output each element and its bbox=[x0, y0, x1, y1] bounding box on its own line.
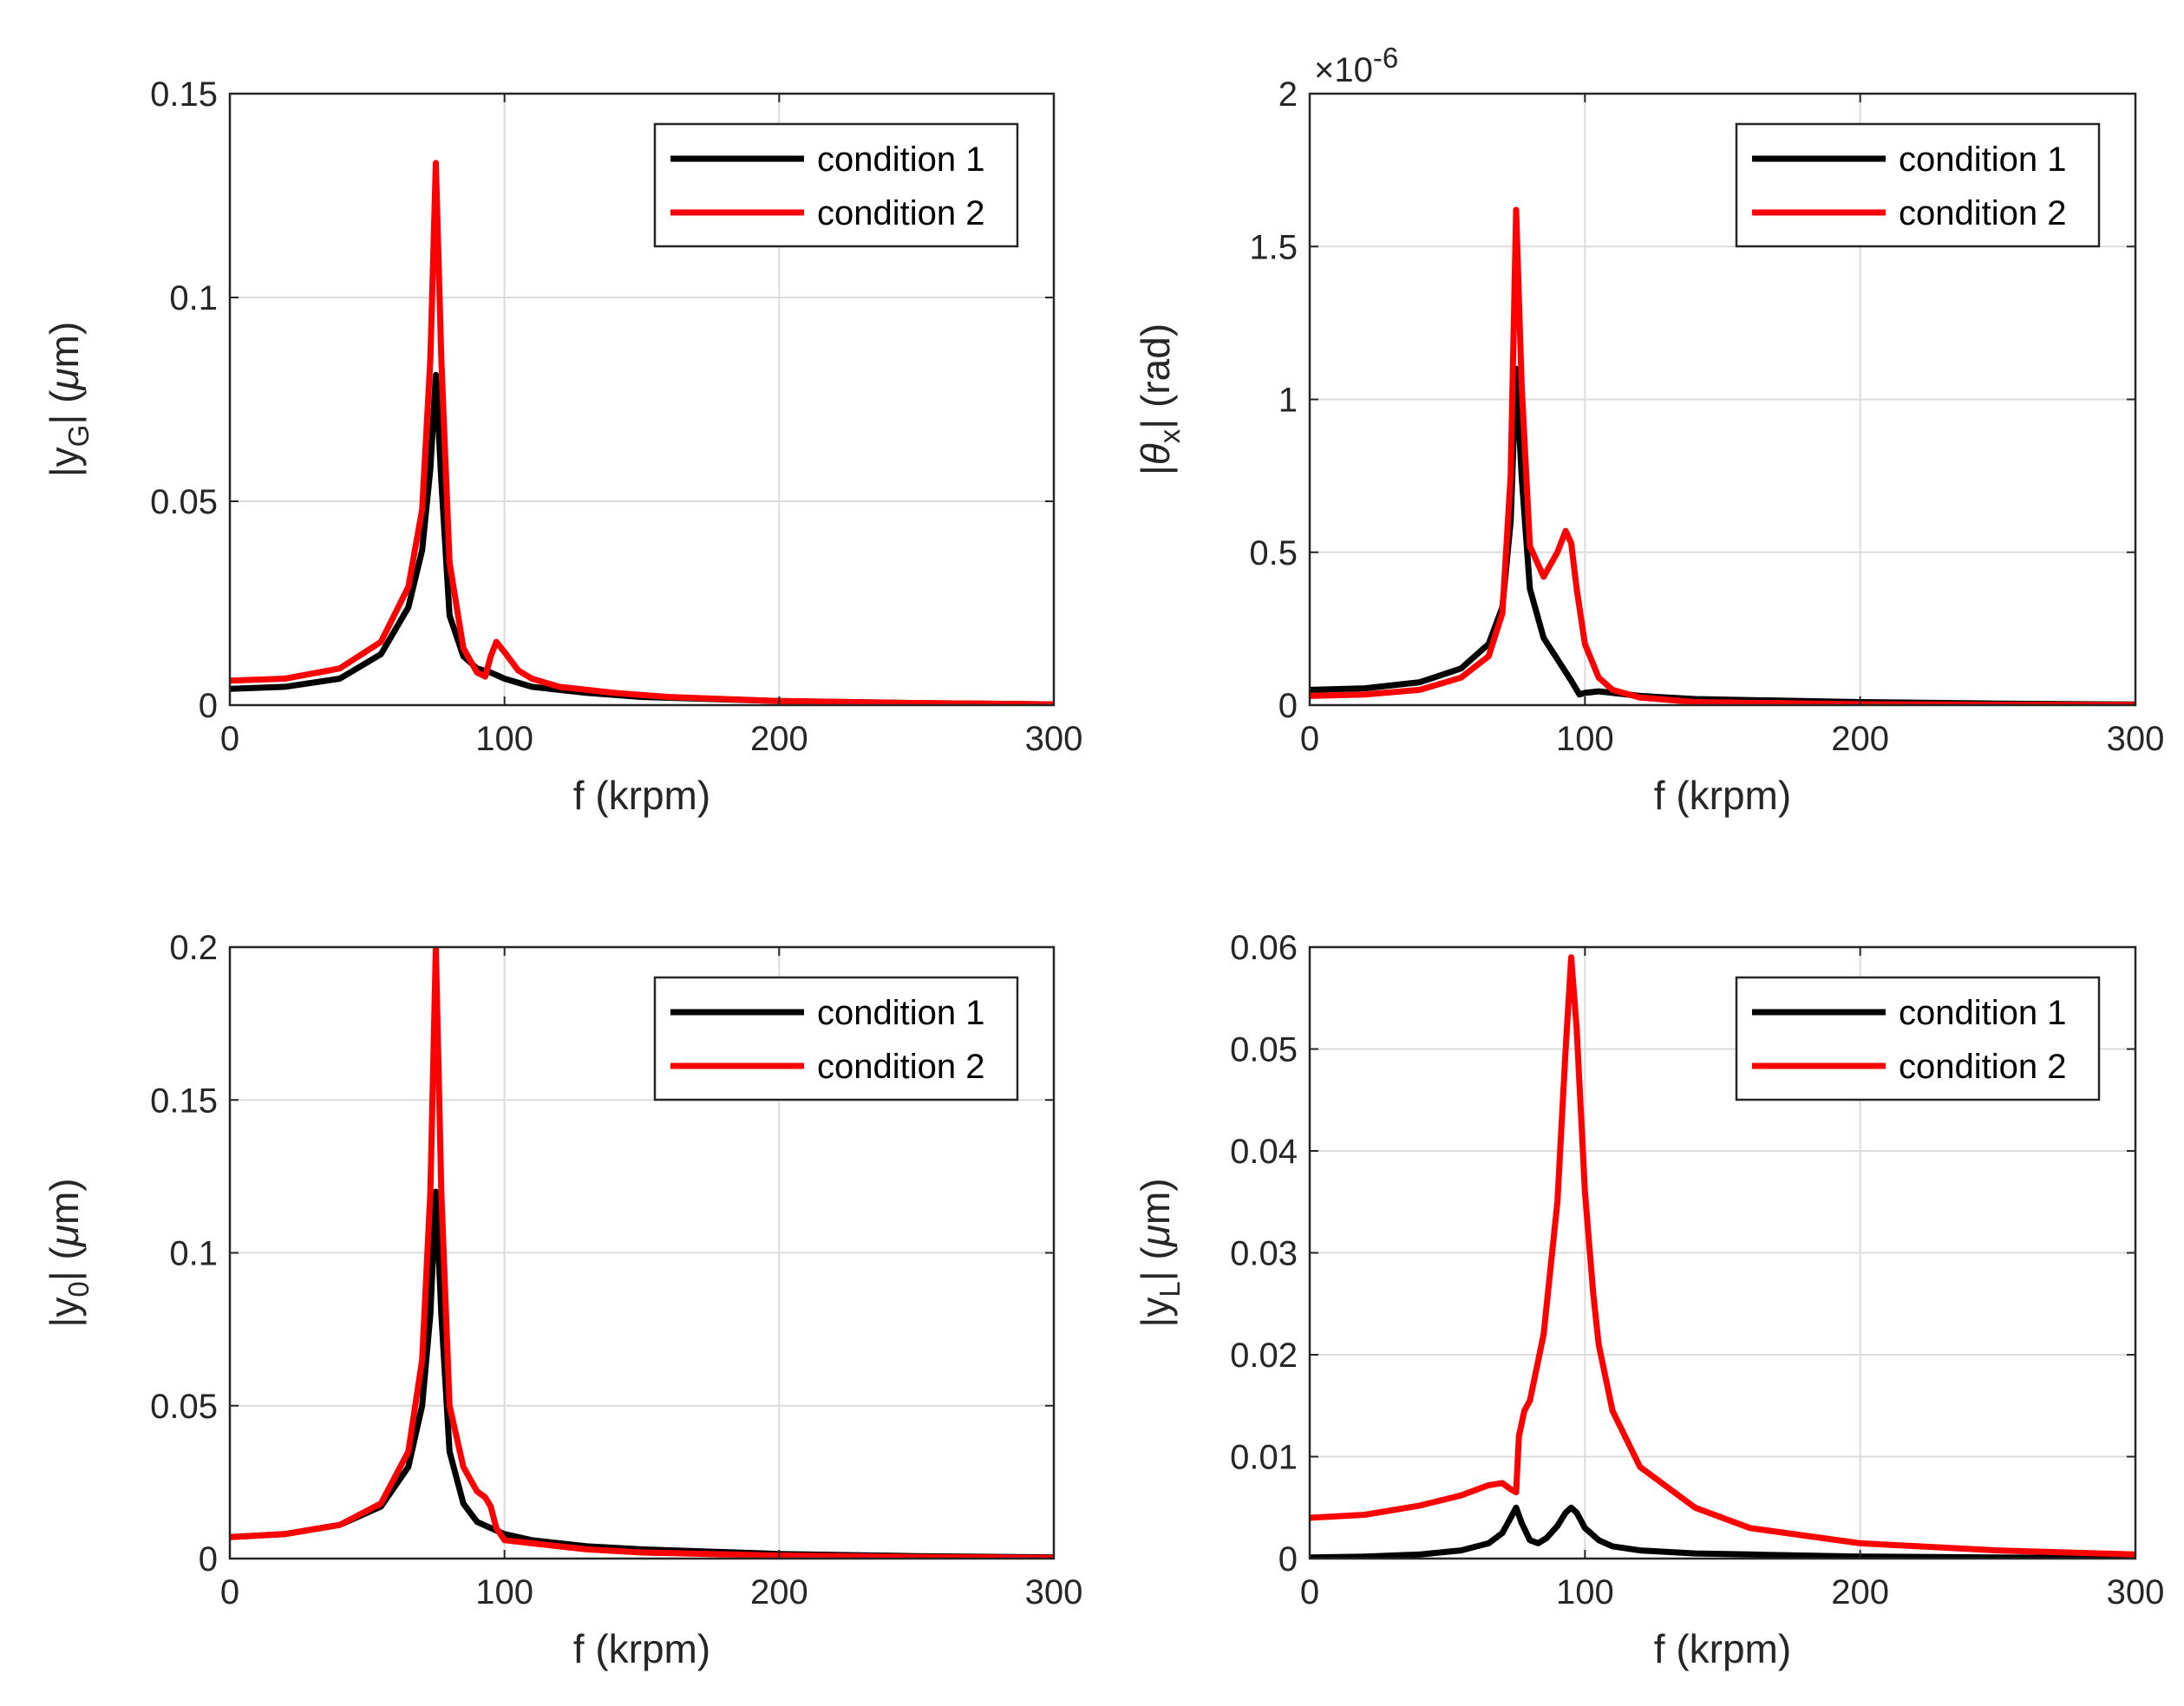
x-tick-label: 300 bbox=[2107, 1573, 2165, 1611]
legend-box bbox=[653, 976, 1019, 1101]
y-axis-label: |y0| (μm) bbox=[42, 1178, 95, 1327]
x-tick-label: 300 bbox=[2107, 720, 2165, 758]
y-tick-label: 0.06 bbox=[1230, 929, 1298, 967]
y-tick-label: 0.2 bbox=[169, 929, 218, 967]
x-tick-label: 100 bbox=[475, 1573, 533, 1611]
y-tick-label: 0.15 bbox=[150, 1082, 218, 1120]
series-line-2 bbox=[230, 947, 1054, 1559]
y-tick-label: 0.1 bbox=[169, 1235, 218, 1273]
legend-box bbox=[1735, 122, 2101, 248]
legend-label-2: condition 2 bbox=[1899, 194, 2066, 232]
y-axis-label: |yL| (μm) bbox=[1133, 1178, 1186, 1327]
axis-label-part: m) bbox=[42, 1178, 87, 1225]
x-axis-label: f (krpm) bbox=[1654, 773, 1791, 818]
x-tick-label: 0 bbox=[220, 720, 239, 758]
axis-label-part: G bbox=[62, 425, 95, 448]
axis-label-part: | bbox=[1133, 465, 1178, 475]
axis-label-part: m) bbox=[1133, 1178, 1178, 1225]
y-tick-label: 2 bbox=[1278, 75, 1298, 114]
y-tick-label: 0.15 bbox=[150, 75, 218, 114]
series-line-2 bbox=[1310, 954, 2135, 1558]
axis-label-part: 0 bbox=[62, 1281, 95, 1297]
x-tick-label: 0 bbox=[1300, 1573, 1319, 1611]
axis-label-part: |y bbox=[1133, 1297, 1178, 1328]
x-axis-label: f (krpm) bbox=[573, 773, 710, 818]
axis-label-part: | ( bbox=[1133, 1246, 1178, 1282]
x-tick-label: 0 bbox=[220, 1573, 239, 1611]
y-tick-label: 0.05 bbox=[1230, 1031, 1298, 1069]
legend-label-1: condition 1 bbox=[1899, 141, 2066, 179]
axis-label-part: | ( bbox=[42, 1246, 87, 1282]
x-tick-label: 200 bbox=[750, 720, 808, 758]
axis-label-part: | ( bbox=[42, 389, 87, 425]
y-tick-label: 0.03 bbox=[1230, 1235, 1298, 1273]
y-tick-label: 0.05 bbox=[150, 1388, 218, 1426]
y-tick-label: 0.1 bbox=[169, 279, 218, 317]
x-axis-label: f (krpm) bbox=[1654, 1626, 1791, 1671]
axis-label-part: x bbox=[1154, 428, 1186, 443]
legend: condition 1 condition 2 bbox=[653, 122, 1019, 248]
legend: condition 1 condition 2 bbox=[653, 976, 1019, 1101]
y-tick-label: 0.02 bbox=[1230, 1337, 1298, 1375]
axis-label-part: |y bbox=[42, 447, 87, 477]
legend: condition 1 condition 2 bbox=[1735, 976, 2101, 1101]
x-axis-label: f (krpm) bbox=[573, 1626, 710, 1671]
axis-label-part: ×10 bbox=[1314, 51, 1373, 89]
axis-label-part: |y bbox=[42, 1297, 87, 1328]
y-tick-label: 0 bbox=[199, 687, 218, 725]
y-axis-label: |θx| (rad) bbox=[1133, 324, 1186, 475]
series-line-2 bbox=[230, 160, 1054, 705]
x-tick-label: 100 bbox=[1556, 1573, 1614, 1611]
legend-label-1: condition 1 bbox=[817, 994, 984, 1032]
axis-label-part: μ bbox=[42, 1225, 87, 1247]
x-tick-label: 200 bbox=[1831, 1573, 1889, 1611]
x-tick-label: 0 bbox=[1300, 720, 1319, 758]
legend-label-1: condition 1 bbox=[1899, 994, 2066, 1032]
axis-label-part: m) bbox=[42, 322, 87, 369]
x-tick-label: 200 bbox=[750, 1573, 808, 1611]
subplot-yL: 0 100 200 300 0 0.01 0.02 0.03 0.04 0.05 0.06 f (kr… bbox=[1133, 929, 2164, 1671]
y-tick-label: 0.04 bbox=[1230, 1133, 1298, 1171]
y-exponent-label: ×10-6 bbox=[1314, 42, 1398, 89]
axis-label-part: -6 bbox=[1373, 42, 1398, 74]
y-tick-label: 0 bbox=[199, 1540, 218, 1579]
subplot-thetax: 0 100 200 300 0 0.5 1 1.5 2 ×10-6 f (krpm) |θx| (ra… bbox=[1133, 42, 2164, 818]
legend-label-1: condition 1 bbox=[817, 141, 984, 179]
axis-label-part: μ bbox=[1133, 1225, 1178, 1247]
series-line-2 bbox=[1310, 206, 2135, 705]
legend-label-2: condition 2 bbox=[1899, 1048, 2066, 1086]
series-line-1 bbox=[1310, 1504, 2135, 1559]
y-tick-label: 0.5 bbox=[1249, 534, 1298, 572]
y-tick-label: 0.01 bbox=[1230, 1439, 1298, 1477]
legend-box bbox=[1735, 976, 2101, 1101]
axes-box bbox=[228, 92, 1056, 707]
y-tick-label: 0 bbox=[1278, 1540, 1298, 1579]
legend-label-2: condition 2 bbox=[817, 194, 984, 232]
y-tick-label: 1.5 bbox=[1249, 228, 1298, 266]
x-tick-label: 200 bbox=[1831, 720, 1889, 758]
axis-label-part: | (rad) bbox=[1133, 324, 1178, 429]
y-tick-label: 0 bbox=[1278, 687, 1298, 725]
legend: condition 1 condition 2 bbox=[1735, 122, 2101, 248]
y-tick-label: 0.05 bbox=[150, 483, 218, 521]
x-tick-label: 100 bbox=[1556, 720, 1614, 758]
legend-label-2: condition 2 bbox=[817, 1048, 984, 1086]
y-tick-label: 1 bbox=[1278, 382, 1298, 420]
axis-label-part: L bbox=[1154, 1281, 1186, 1297]
x-tick-label: 100 bbox=[475, 720, 533, 758]
axis-label-part: θ bbox=[1133, 443, 1178, 465]
axis-label-part: μ bbox=[42, 368, 87, 390]
legend-box bbox=[653, 122, 1019, 248]
y-axis-label: |yG| (μm) bbox=[42, 322, 95, 478]
subplot-yG: 0 100 200 300 0 0.05 0.1 0.15 f (krpm) |yG| (μm) c… bbox=[42, 75, 1082, 818]
x-tick-label: 300 bbox=[1025, 1573, 1083, 1611]
x-tick-label: 300 bbox=[1025, 720, 1083, 758]
